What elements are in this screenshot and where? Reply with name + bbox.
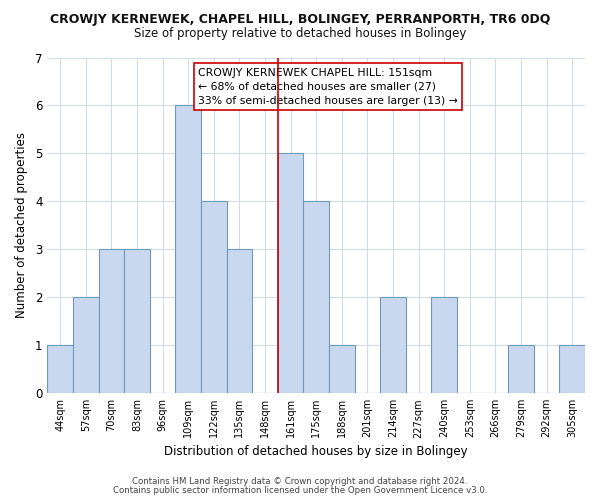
Y-axis label: Number of detached properties: Number of detached properties [15, 132, 28, 318]
Text: Size of property relative to detached houses in Bolingey: Size of property relative to detached ho… [134, 28, 466, 40]
Bar [201, 202, 227, 393]
Bar [304, 202, 329, 393]
Bar [175, 106, 201, 393]
Text: Contains public sector information licensed under the Open Government Licence v3: Contains public sector information licen… [113, 486, 487, 495]
Text: CROWJY KERNEWEK, CHAPEL HILL, BOLINGEY, PERRANPORTH, TR6 0DQ: CROWJY KERNEWEK, CHAPEL HILL, BOLINGEY, … [50, 12, 550, 26]
Bar [329, 345, 355, 393]
Text: Contains HM Land Registry data © Crown copyright and database right 2024.: Contains HM Land Registry data © Crown c… [132, 477, 468, 486]
Bar [73, 298, 98, 393]
Bar [98, 250, 124, 393]
Bar [227, 250, 252, 393]
X-axis label: Distribution of detached houses by size in Bolingey: Distribution of detached houses by size … [164, 444, 468, 458]
Text: CROWJY KERNEWEK CHAPEL HILL: 151sqm
← 68% of detached houses are smaller (27)
33: CROWJY KERNEWEK CHAPEL HILL: 151sqm ← 68… [198, 68, 458, 106]
Bar [47, 345, 73, 393]
Bar [508, 345, 534, 393]
Bar [431, 298, 457, 393]
Bar [380, 298, 406, 393]
Bar [559, 345, 585, 393]
Bar [278, 154, 304, 393]
Bar [124, 250, 150, 393]
